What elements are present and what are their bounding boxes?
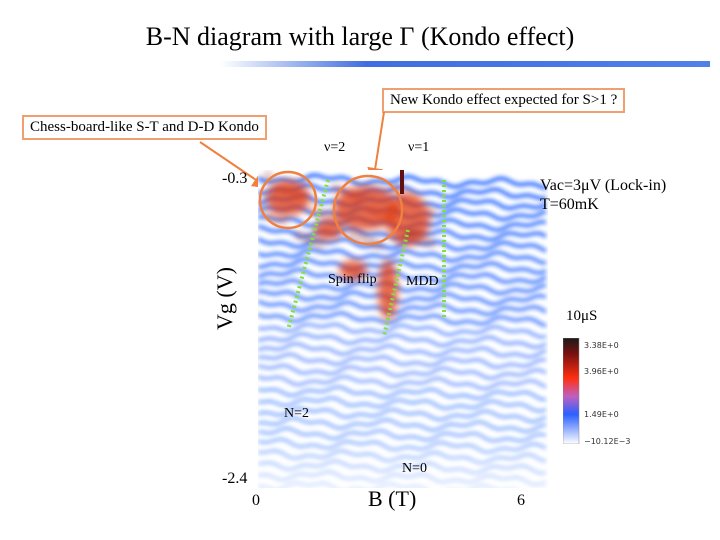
title-underline: [220, 61, 710, 67]
colorbar-tick-1: 3.38E+0: [584, 341, 619, 350]
circle-new-kondo: [332, 174, 404, 246]
slide-title: B-N diagram with large Γ (Kondo effect): [145, 22, 575, 51]
colorbar-tick-4: −10.12E−3: [584, 437, 631, 446]
kondo-conductance-plot: [258, 170, 548, 488]
guide-line-nu2: [286, 179, 330, 331]
y-axis-bottom-tick: -2.4: [222, 470, 248, 487]
label-spin-flip: Spin flip: [328, 272, 377, 287]
condition-temperature: T=60mK: [540, 196, 599, 213]
colorbar: [563, 338, 580, 444]
y-axis-label: Vg (V): [212, 267, 237, 330]
label-nu1: ν=1: [408, 140, 430, 155]
arrow-chessboard: [199, 141, 269, 189]
callout-new-kondo: New Kondo effect expected for S>1 ?: [382, 88, 626, 113]
x-axis-min-tick: 0: [252, 492, 260, 509]
label-mdd: MDD: [406, 274, 439, 289]
label-n2: N=2: [284, 406, 310, 421]
label-nu2: ν=2: [324, 140, 346, 155]
measurement-conditions: Vac=3μV (Lock-in) T=60mK: [540, 176, 666, 214]
callout-chessboard-kondo: Chess-board-like S-T and D-D Kondo: [22, 115, 267, 140]
x-axis-label: B (T): [368, 486, 417, 511]
colorbar-tick-2: 3.96E+0: [584, 367, 619, 376]
colorbar-tick-3: 1.49E+0: [584, 410, 619, 419]
condition-vac: Vac=3μV (Lock-in): [540, 177, 667, 194]
x-axis-max-tick: 6: [517, 492, 525, 509]
circle-chessboard: [258, 170, 318, 230]
y-axis-top-tick: -0.3: [222, 170, 248, 187]
label-n0: N=0: [402, 461, 428, 476]
conductance-scale-label: 10μS: [566, 308, 598, 324]
arrow-new-kondo: [367, 111, 385, 184]
guide-line-spin-flip: [382, 229, 410, 337]
